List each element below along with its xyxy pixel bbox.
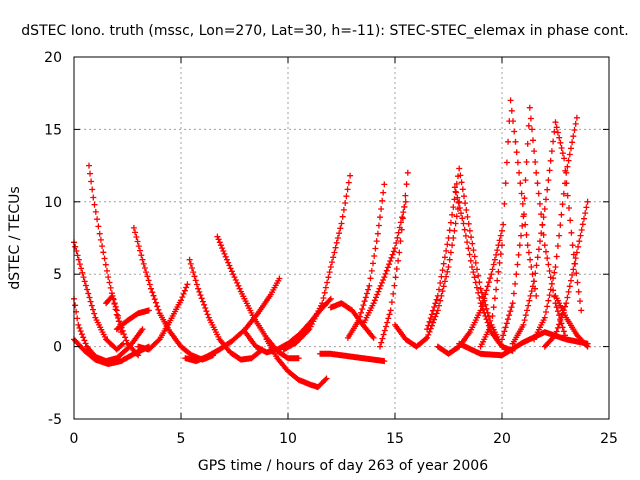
data-series xyxy=(135,281,191,353)
data-point-markers xyxy=(182,275,283,365)
y-tick-label: 10 xyxy=(44,195,62,211)
y-tick-label: -5 xyxy=(48,412,62,428)
data-point-markers xyxy=(359,198,409,328)
x-tick-label: 10 xyxy=(279,431,297,447)
data-point-markers xyxy=(456,329,591,359)
x-axis-label: GPS time / hours of day 263 of year 2006 xyxy=(198,458,488,474)
data-series xyxy=(113,307,152,333)
data-layer xyxy=(71,97,591,391)
x-tick-label: 20 xyxy=(493,431,511,447)
data-point-markers xyxy=(263,336,330,391)
data-series xyxy=(86,162,142,359)
y-tick-label: 15 xyxy=(44,122,62,138)
x-tick-label: 0 xyxy=(70,431,79,447)
x-tick-label: 5 xyxy=(177,431,186,447)
tick-labels: 0 5 10 15 20 25 -5 0 5 10 15 20 xyxy=(44,50,618,447)
plot-frame xyxy=(73,56,610,420)
chart-title: dSTEC Iono. truth (mssc, Lon=270, Lat=30… xyxy=(21,23,628,39)
data-series xyxy=(280,172,354,353)
data-point-markers xyxy=(86,162,142,359)
data-point-markers xyxy=(280,172,354,353)
data-point-markers xyxy=(186,256,266,363)
data-series xyxy=(182,275,283,365)
data-series xyxy=(317,350,388,365)
data-point-markers xyxy=(113,307,152,333)
y-tick-label: 0 xyxy=(53,340,62,356)
data-point-markers xyxy=(317,350,388,365)
y-axis-label: dSTEC / TECUs xyxy=(7,186,23,289)
data-series xyxy=(186,256,266,363)
data-series xyxy=(424,165,505,350)
data-series xyxy=(392,198,463,350)
data-series xyxy=(456,329,591,359)
data-point-markers xyxy=(135,281,191,353)
data-series xyxy=(359,198,409,328)
data-point-markers xyxy=(344,181,388,341)
y-tick-label: 5 xyxy=(53,267,62,283)
y-tick-label: 20 xyxy=(44,50,62,66)
data-series xyxy=(344,181,388,341)
axis-ticks xyxy=(73,56,610,420)
data-series xyxy=(377,169,411,350)
data-point-markers xyxy=(451,184,516,354)
data-series xyxy=(451,184,516,354)
data-point-markers xyxy=(392,198,463,350)
x-tick-label: 15 xyxy=(386,431,404,447)
x-tick-label: 25 xyxy=(600,431,618,447)
data-series xyxy=(263,336,330,391)
data-point-markers xyxy=(377,169,411,350)
data-point-markers xyxy=(424,165,505,350)
